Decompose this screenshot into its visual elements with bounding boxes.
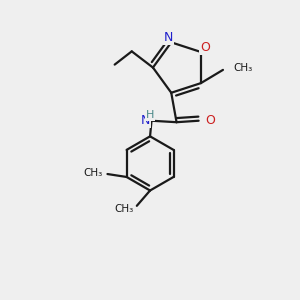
Text: CH₃: CH₃ (115, 204, 134, 214)
Text: O: O (205, 114, 215, 127)
Text: CH₃: CH₃ (233, 63, 253, 74)
Text: O: O (200, 41, 210, 54)
Text: CH₃: CH₃ (83, 168, 102, 178)
Text: N: N (141, 114, 150, 127)
Text: N: N (164, 32, 173, 44)
Text: H: H (146, 110, 154, 120)
